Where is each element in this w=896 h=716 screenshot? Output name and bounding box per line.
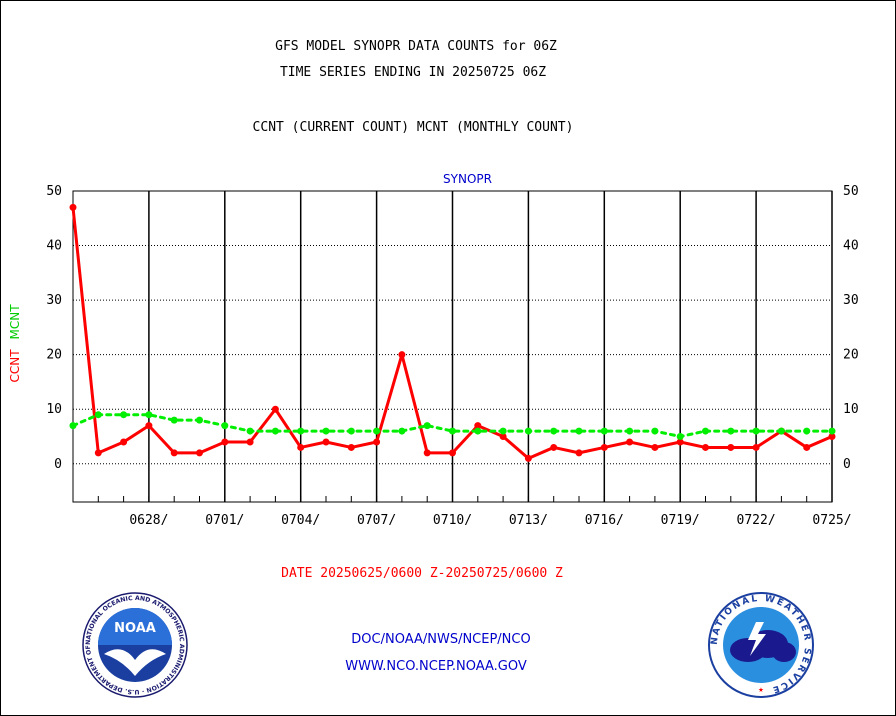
- y-tick-label-left: 20: [46, 348, 62, 363]
- x-tick-label: 0701/: [205, 513, 244, 528]
- y-tick-label-left: 0: [54, 457, 62, 472]
- data-point-mcnt: [297, 427, 305, 435]
- data-point-mcnt: [575, 427, 583, 435]
- data-point-mcnt: [246, 427, 254, 435]
- data-point-mcnt: [221, 422, 229, 430]
- y-tick-label-left: 10: [46, 402, 62, 417]
- data-point-ccnt: [676, 438, 684, 446]
- x-tick-label: 0628/: [129, 513, 168, 528]
- data-point-ccnt: [322, 438, 330, 446]
- data-point-mcnt: [524, 427, 532, 435]
- data-point-mcnt: [828, 427, 836, 435]
- data-point-mcnt: [651, 427, 659, 435]
- data-point-ccnt: [828, 433, 836, 441]
- data-point-ccnt: [550, 443, 558, 451]
- data-point-ccnt: [221, 438, 229, 446]
- data-point-ccnt: [69, 203, 77, 211]
- data-point-mcnt: [423, 422, 431, 430]
- y-tick-label-right: 30: [843, 293, 859, 308]
- data-point-mcnt: [398, 427, 406, 435]
- data-point-mcnt: [322, 427, 330, 435]
- nws-logo-icon: NATIONAL WEATHER SERVICE ★: [708, 592, 814, 698]
- data-point-ccnt: [449, 449, 456, 457]
- data-point-mcnt: [702, 427, 709, 435]
- data-point-ccnt: [94, 449, 102, 457]
- data-point-ccnt: [626, 438, 634, 446]
- data-point-ccnt: [120, 438, 128, 446]
- data-point-ccnt: [246, 438, 254, 446]
- x-tick-label: 0704/: [281, 513, 320, 528]
- x-tick-label: 0710/: [433, 513, 472, 528]
- data-point-ccnt: [196, 449, 203, 457]
- data-point-ccnt: [398, 351, 406, 359]
- y-tick-label-left: 50: [46, 184, 62, 199]
- data-point-ccnt: [727, 443, 735, 451]
- y-tick-label-left: 30: [46, 293, 62, 308]
- y-tick-label-right: 20: [843, 348, 859, 363]
- data-point-ccnt: [499, 433, 507, 441]
- y-axis-label-mcnt: MCNT: [8, 304, 22, 340]
- data-point-mcnt: [94, 411, 102, 419]
- data-point-mcnt: [373, 427, 381, 435]
- data-point-ccnt: [297, 443, 305, 451]
- y-tick-label-right: 0: [843, 457, 851, 472]
- noaa-logo-icon: NOAA NATIONAL OCEANIC AND ATMOSPHERIC AD…: [80, 592, 188, 698]
- data-point-ccnt: [600, 443, 608, 451]
- x-tick-label: 0725/: [812, 513, 851, 528]
- data-point-mcnt: [449, 427, 456, 435]
- data-point-ccnt: [145, 422, 153, 430]
- x-tick-label: 0722/: [737, 513, 776, 528]
- data-point-mcnt: [271, 427, 279, 435]
- y-axis-label-ccnt: CCNT: [8, 349, 22, 383]
- data-point-mcnt: [196, 416, 203, 424]
- nws-star-icon: ★: [758, 685, 764, 695]
- y-tick-label-right: 40: [843, 239, 859, 254]
- data-point-mcnt: [120, 411, 128, 419]
- data-point-ccnt: [651, 443, 659, 451]
- data-point-mcnt: [69, 422, 77, 430]
- data-point-mcnt: [600, 427, 608, 435]
- data-point-mcnt: [676, 433, 684, 441]
- data-point-ccnt: [803, 443, 811, 451]
- data-point-mcnt: [550, 427, 558, 435]
- data-point-mcnt: [474, 427, 482, 435]
- data-point-mcnt: [777, 427, 785, 435]
- data-point-ccnt: [373, 438, 381, 446]
- data-point-ccnt: [702, 443, 709, 451]
- data-point-ccnt: [575, 449, 583, 457]
- x-tick-label: 0719/: [661, 513, 700, 528]
- data-point-ccnt: [752, 443, 760, 451]
- data-point-ccnt: [347, 443, 355, 451]
- x-tick-label: 0713/: [509, 513, 548, 528]
- y-tick-label-left: 40: [46, 239, 62, 254]
- data-point-ccnt: [423, 449, 431, 457]
- noaa-logo-text: NOAA: [114, 621, 156, 636]
- data-point-ccnt: [271, 405, 279, 413]
- y-tick-label-right: 10: [843, 402, 859, 417]
- data-point-ccnt: [524, 454, 532, 462]
- chart-subtitle: CCNT (CURRENT COUNT) MCNT (MONTHLY COUNT…: [252, 120, 574, 135]
- data-point-ccnt: [474, 422, 482, 430]
- y-tick-label-right: 50: [843, 184, 859, 199]
- x-tick-label: 0707/: [357, 513, 396, 528]
- chart-title-line1: GFS MODEL SYNOPR DATA COUNTS for 06Z: [275, 39, 557, 54]
- chart-title-line2: TIME SERIES ENDING IN 20250725 06Z: [279, 65, 547, 80]
- data-point-mcnt: [145, 411, 153, 419]
- chart-series-title: SYNOPR: [443, 172, 492, 186]
- data-point-mcnt: [727, 427, 735, 435]
- footer-org-line: DOC/NOAA/NWS/NCEP/NCO: [351, 632, 531, 647]
- x-axis-label: DATE 20250625/0600 Z-20250725/0600 Z: [281, 566, 563, 581]
- data-point-mcnt: [347, 427, 355, 435]
- data-point-mcnt: [626, 427, 634, 435]
- footer-url-line: WWW.NCO.NCEP.NOAA.GOV: [345, 659, 527, 674]
- data-point-mcnt: [752, 427, 760, 435]
- data-point-mcnt: [170, 416, 178, 424]
- data-point-mcnt: [499, 427, 507, 435]
- data-point-mcnt: [803, 427, 811, 435]
- data-point-ccnt: [170, 449, 178, 457]
- x-tick-label: 0716/: [585, 513, 624, 528]
